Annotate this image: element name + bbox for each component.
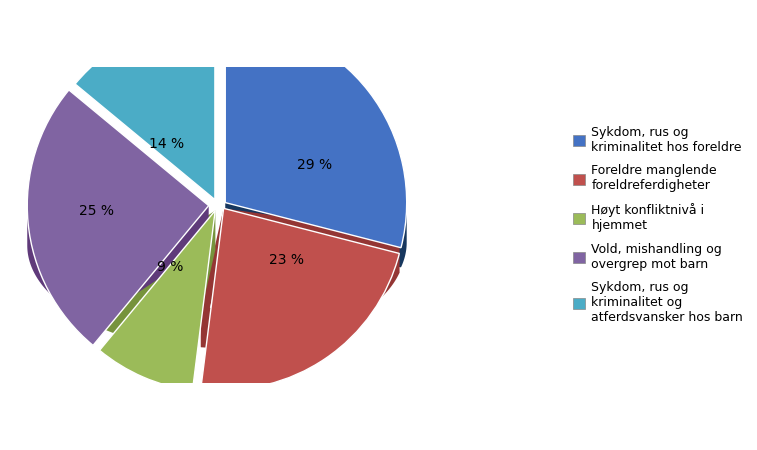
Wedge shape — [75, 18, 215, 200]
Wedge shape — [201, 208, 400, 390]
Text: 23 %: 23 % — [269, 252, 304, 266]
Polygon shape — [192, 211, 215, 350]
Text: 25 %: 25 % — [79, 204, 114, 218]
Text: 29 %: 29 % — [297, 158, 332, 172]
Wedge shape — [27, 90, 209, 346]
Legend: Sykdom, rus og
kriminalitet hos foreldre, Foreldre manglende
foreldreferdigheter: Sykdom, rus og kriminalitet hos foreldre… — [573, 126, 743, 324]
Polygon shape — [93, 206, 209, 322]
Wedge shape — [226, 21, 407, 248]
Polygon shape — [100, 288, 192, 350]
Text: 14 %: 14 % — [149, 137, 185, 151]
Text: 9 %: 9 % — [157, 260, 184, 274]
Polygon shape — [201, 233, 400, 348]
Polygon shape — [100, 211, 215, 327]
Polygon shape — [226, 202, 401, 267]
Polygon shape — [401, 203, 407, 267]
Polygon shape — [201, 208, 223, 347]
Wedge shape — [100, 211, 215, 391]
Polygon shape — [223, 208, 400, 273]
Polygon shape — [27, 206, 93, 322]
